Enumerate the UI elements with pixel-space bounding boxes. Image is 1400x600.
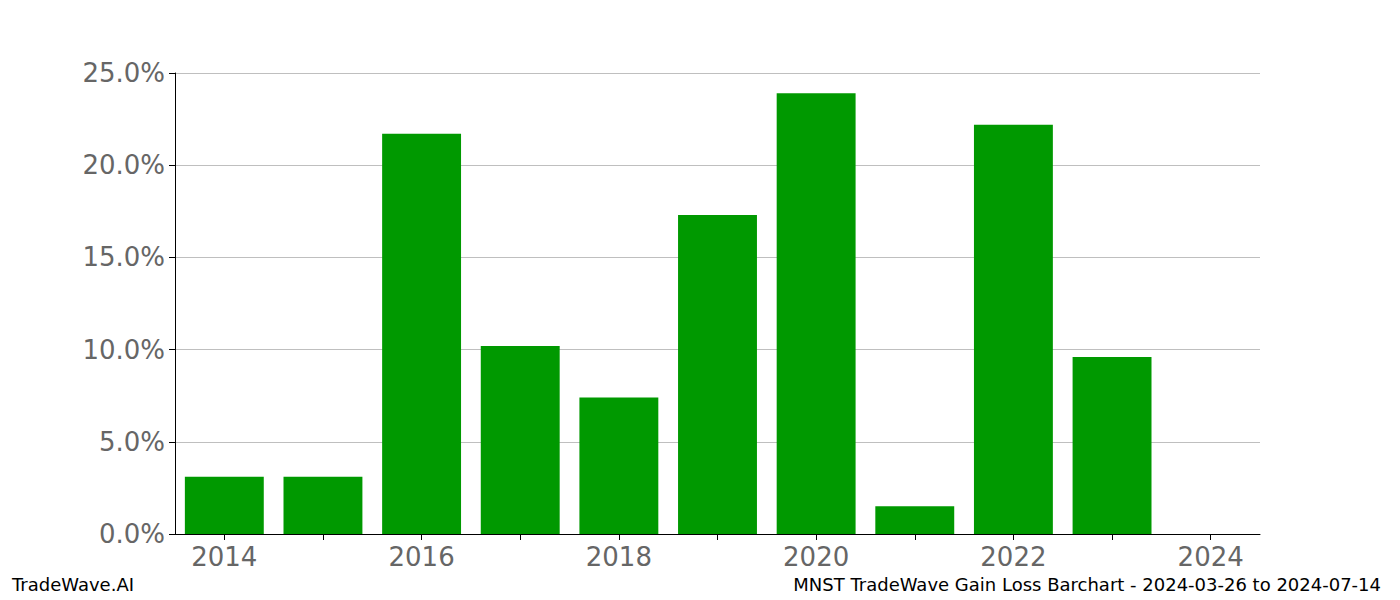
svg-text:25.0%: 25.0% <box>82 58 165 88</box>
svg-text:MNST TradeWave Gain Loss Barch: MNST TradeWave Gain Loss Barchart - 2024… <box>793 574 1381 595</box>
svg-text:2024: 2024 <box>1178 542 1244 572</box>
svg-text:10.0%: 10.0% <box>82 335 165 365</box>
svg-text:0.0%: 0.0% <box>99 519 165 549</box>
svg-text:5.0%: 5.0% <box>99 427 165 457</box>
svg-text:2018: 2018 <box>586 542 652 572</box>
svg-text:2016: 2016 <box>389 542 455 572</box>
svg-text:15.0%: 15.0% <box>82 242 165 272</box>
svg-text:2020: 2020 <box>783 542 849 572</box>
svg-text:TradeWave.AI: TradeWave.AI <box>11 574 134 595</box>
svg-text:20.0%: 20.0% <box>82 150 165 180</box>
svg-text:2022: 2022 <box>980 542 1046 572</box>
svg-text:2014: 2014 <box>191 542 257 572</box>
